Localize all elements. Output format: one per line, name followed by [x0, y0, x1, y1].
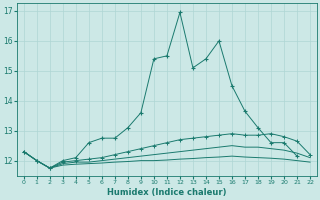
X-axis label: Humidex (Indice chaleur): Humidex (Indice chaleur)	[107, 188, 227, 197]
